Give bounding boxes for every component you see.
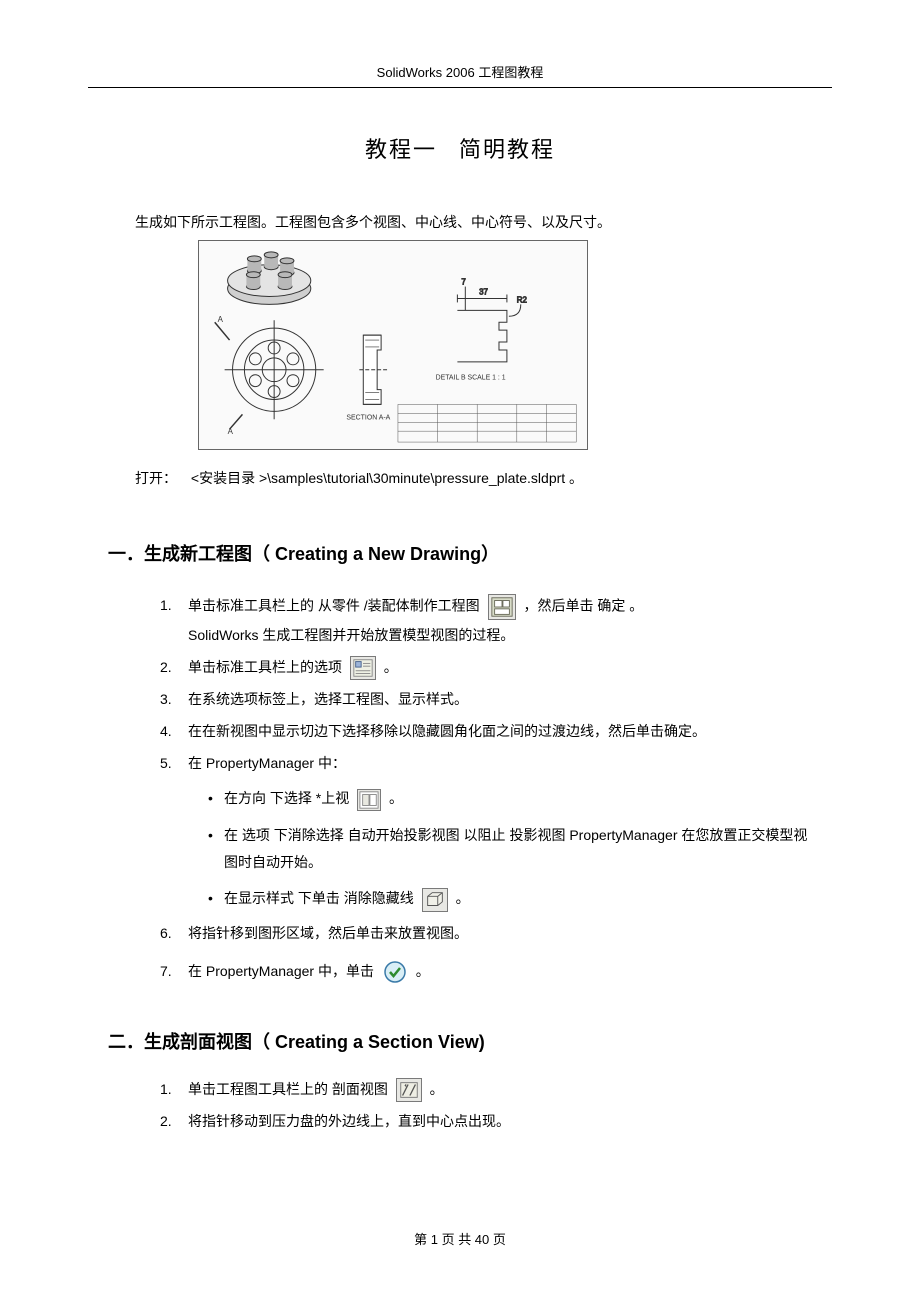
hidden-lines-removed-icon — [422, 888, 448, 912]
step-1-2: 2. 单击标准工具栏上的选项 。 — [160, 656, 820, 680]
header-text: SolidWorks 2006 工程图教程 — [377, 65, 544, 80]
section-view-icon — [396, 1078, 422, 1102]
bullet-post: 。 — [389, 790, 403, 806]
section-1-title-cn: 生成新工程图（ — [144, 544, 270, 564]
step-1-3: 3. 在系统选项标签上，选择工程图、显示样式。 — [160, 688, 820, 712]
step-num: 2. — [160, 656, 172, 680]
step-num: 6. — [160, 922, 172, 946]
bullet-pre: 在 选项 下消除选择 自动开始投影视图 以阻止 投影视图 PropertyMan… — [224, 827, 807, 870]
title-part-2: 简明教程 — [459, 137, 555, 162]
step-1-5: 5. 在 PropertyManager 中： 在方向 下选择 *上视 。 在 … — [160, 752, 820, 912]
bullet-top-view: 在方向 下选择 *上视 。 — [208, 785, 820, 812]
step-num: 4. — [160, 720, 172, 744]
detail-label-text: DETAIL B SCALE 1 : 1 — [436, 375, 506, 382]
step-text-a: 在 PropertyManager 中： — [188, 755, 346, 771]
step-2-2: 2. 将指针移动到压力盘的外边线上，直到中心点出现。 — [160, 1110, 820, 1134]
step-1-6: 6. 将指针移到图形区域，然后单击来放置视图。 — [160, 922, 820, 946]
make-drawing-icon — [488, 594, 516, 620]
step-text-a: 将指针移到图形区域，然后单击来放置视图。 — [188, 925, 468, 941]
footer-text: 第 1 页 共 40 页 — [414, 1232, 506, 1247]
open-label: 打开： — [135, 468, 187, 488]
step-1-5-bullets: 在方向 下选择 *上视 。 在 选项 下消除选择 自动开始投影视图 以阻止 投影… — [208, 785, 820, 911]
section-label-text: SECTION A-A — [346, 414, 390, 421]
step-num: 7. — [160, 960, 172, 984]
step-1-7: 7. 在 PropertyManager 中，单击 。 — [160, 960, 820, 984]
page-header: SolidWorks 2006 工程图教程 — [0, 0, 920, 81]
marker-a-bottom: A — [228, 427, 234, 436]
section-2-heading: 二．生成剖面视图（ Creating a Section View) — [108, 1028, 920, 1054]
step-text-a: 单击标准工具栏上的 从零件 /装配体制作工程图 — [188, 598, 480, 614]
step-text-a: 单击标准工具栏上的选项 — [188, 659, 342, 675]
step-num: 2. — [160, 1110, 172, 1134]
step-text-b: 。 — [384, 659, 398, 675]
open-file-line: 打开： <安装目录 >\samples\tutorial\30minute\pr… — [135, 468, 920, 488]
ok-check-icon — [382, 960, 408, 984]
step-2-1: 1. 单击工程图工具栏上的 剖面视图 。 — [160, 1078, 820, 1102]
step-1-1: 1. 单击标准工具栏上的 从零件 /装配体制作工程图 ，然后单击 确定 。 So… — [160, 594, 820, 648]
marker-a-top: A — [218, 315, 224, 324]
section-1-steps: 1. 单击标准工具栏上的 从零件 /装配体制作工程图 ，然后单击 确定 。 So… — [160, 594, 820, 984]
page-footer: 第 1 页 共 40 页 — [0, 1229, 920, 1248]
step-text-b: 。 — [416, 963, 430, 979]
step-num: 1. — [160, 1078, 172, 1102]
section-1-num: 一． — [108, 544, 144, 564]
dim-7: 7 — [461, 278, 465, 287]
header-rule — [88, 87, 832, 88]
step-text-b: 。 — [430, 1081, 444, 1097]
bullet-post: 。 — [456, 890, 470, 906]
section-2-title-en: Creating a Section View — [275, 1032, 479, 1052]
open-path: <安装目录 >\samples\tutorial\30minute\pressu… — [191, 470, 583, 486]
section-2-title-cn: 生成剖面视图（ — [144, 1032, 270, 1052]
dim-37: 37 — [479, 287, 488, 296]
engineering-drawing-figure: A A SECTION A-A 37 7 R2 DETAIL B SCALE 1… — [198, 240, 588, 450]
step-num: 3. — [160, 688, 172, 712]
step-text-a: 单击工程图工具栏上的 剖面视图 — [188, 1081, 388, 1097]
intro-paragraph: 生成如下所示工程图。工程图包含多个视图、中心线、中心符号、以及尺寸。 — [135, 212, 920, 232]
bullet-auto-projection: 在 选项 下消除选择 自动开始投影视图 以阻止 投影视图 PropertyMan… — [208, 822, 820, 875]
bullet-hidden-lines: 在显示样式 下单击 消除隐藏线 。 — [208, 885, 820, 912]
step-text-a: 在 PropertyManager 中，单击 — [188, 963, 374, 979]
options-icon — [350, 656, 376, 680]
section-1-heading: 一．生成新工程图（ Creating a New Drawing） — [108, 540, 920, 566]
title-part-1: 教程一 — [365, 137, 437, 162]
section-1-title-close: ） — [481, 544, 499, 564]
main-title: 教程一简明教程 — [0, 132, 920, 164]
step-text-a: 将指针移动到压力盘的外边线上，直到中心点出现。 — [188, 1113, 510, 1129]
step-1-4: 4. 在在新视图中显示切边下选择移除以隐藏圆角化面之间的过渡边线，然后单击确定。 — [160, 720, 820, 744]
step-sub: SolidWorks 生成工程图并开始放置模型视图的过程。 — [188, 624, 820, 648]
section-2-num: 二． — [108, 1032, 144, 1052]
section-1-title-en: Creating a New Drawing — [275, 544, 481, 564]
dim-r2: R2 — [517, 295, 527, 304]
section-2-steps: 1. 单击工程图工具栏上的 剖面视图 。 2. 将指针移动到压力盘的外边线上，直… — [160, 1078, 820, 1134]
step-text-b: ，然后单击 确定 。 — [523, 598, 643, 614]
step-num: 5. — [160, 752, 172, 776]
section-2-title-close: ) — [479, 1032, 485, 1052]
bullet-pre: 在方向 下选择 *上视 — [224, 790, 349, 806]
step-text-a: 在系统选项标签上，选择工程图、显示样式。 — [188, 691, 468, 707]
step-num: 1. — [160, 594, 172, 618]
step-text-a: 在在新视图中显示切边下选择移除以隐藏圆角化面之间的过渡边线，然后单击确定。 — [188, 723, 706, 739]
bullet-pre: 在显示样式 下单击 消除隐藏线 — [224, 890, 414, 906]
top-view-icon — [357, 789, 381, 811]
